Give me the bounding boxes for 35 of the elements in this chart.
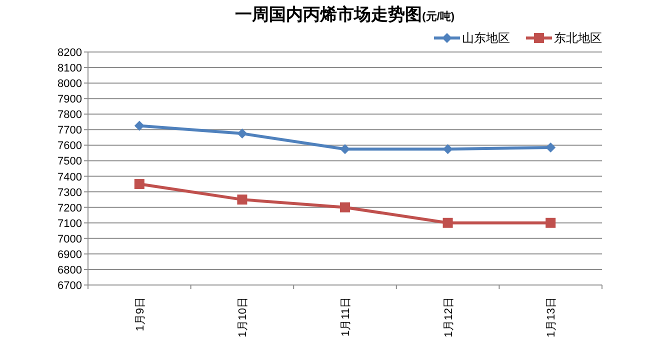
y-tick-label: 6700 bbox=[58, 280, 82, 292]
y-tick-label: 7700 bbox=[58, 124, 82, 137]
point bbox=[237, 128, 248, 139]
y-tick-label: 7600 bbox=[58, 140, 82, 152]
x-tick-label: 1月13日 bbox=[546, 297, 558, 338]
point bbox=[442, 218, 453, 228]
legend-label: 东北地区 bbox=[554, 31, 602, 45]
point bbox=[546, 142, 556, 153]
point bbox=[442, 144, 453, 154]
point bbox=[340, 202, 350, 212]
point bbox=[134, 120, 144, 131]
y-tick-label: 7000 bbox=[58, 233, 82, 246]
y-tick-label: 7900 bbox=[58, 94, 82, 106]
y-tick-label: 8000 bbox=[58, 78, 82, 90]
y-tick-label: 7800 bbox=[58, 109, 82, 122]
x-tick-label: 1月10日 bbox=[237, 297, 250, 338]
point bbox=[546, 218, 556, 228]
point bbox=[237, 194, 248, 205]
y-tick-label: 7100 bbox=[58, 218, 82, 230]
y-tick-label: 7500 bbox=[58, 156, 82, 168]
chart-subtitle: (元/吨) bbox=[422, 10, 455, 23]
x-tick-label: 1月11日 bbox=[340, 297, 352, 337]
y-tick-label: 7200 bbox=[58, 202, 82, 214]
x-tick-label: 1月9日 bbox=[134, 297, 146, 332]
legend-label: 山东地区 bbox=[462, 31, 510, 45]
x-tick-label: 1月12日 bbox=[442, 297, 455, 338]
chart-title: 一周国内丙烯市场走势图 bbox=[235, 5, 422, 24]
y-tick-label: 8100 bbox=[58, 62, 82, 75]
point bbox=[340, 144, 350, 154]
y-tick-label: 7400 bbox=[58, 171, 82, 184]
y-tick-label: 8200 bbox=[58, 47, 82, 59]
point bbox=[134, 179, 144, 190]
y-tick-label: 6900 bbox=[58, 248, 82, 261]
y-tick-label: 6800 bbox=[58, 264, 82, 276]
y-tick-label: 7300 bbox=[58, 186, 82, 199]
